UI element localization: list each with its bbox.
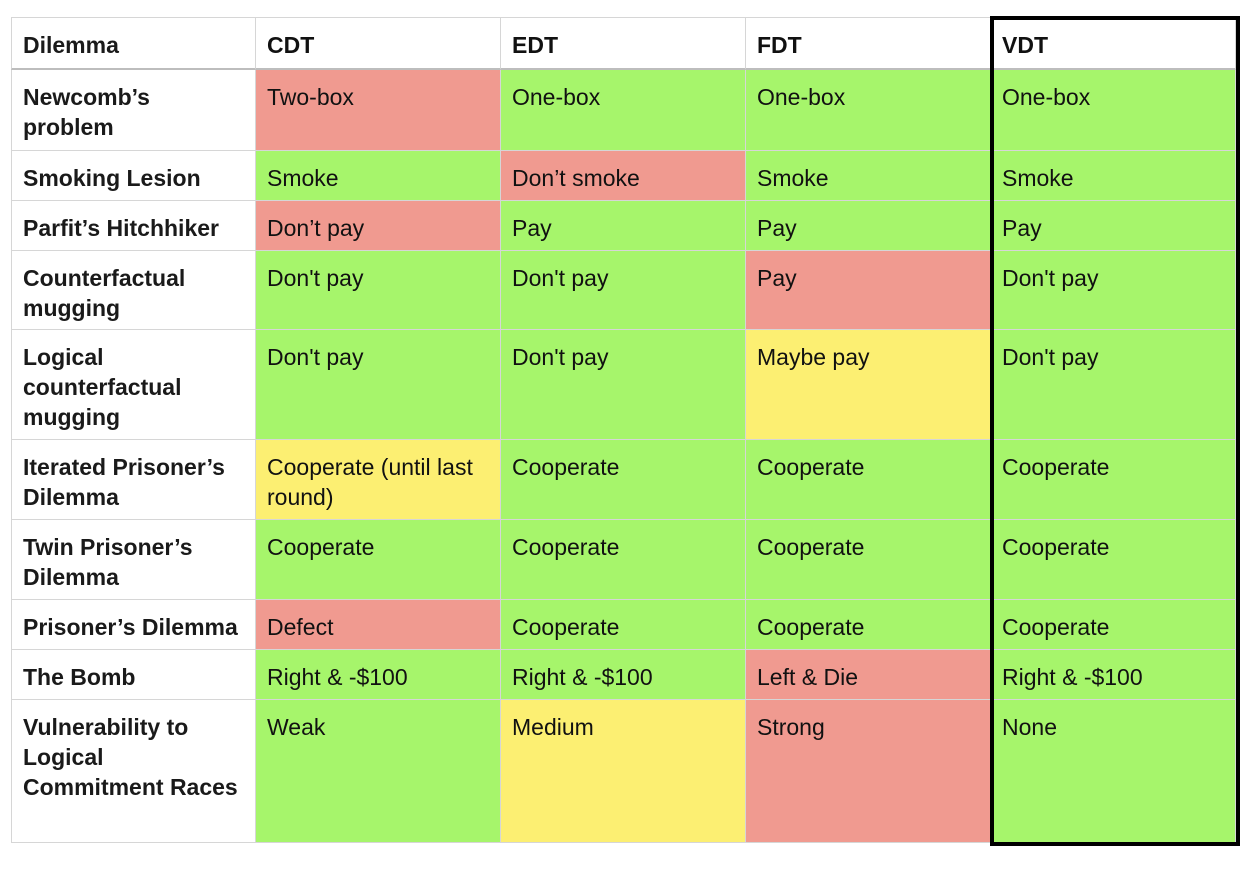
verdict-cell-fdt: Maybe pay <box>746 330 991 440</box>
verdict-cell-fdt: Smoke <box>746 151 991 201</box>
dilemma-name-cell: Logical counterfactual mugging <box>11 330 256 440</box>
verdict-cell-edt: Cooperate <box>501 440 746 520</box>
verdict-cell-cdt: Don't pay <box>256 330 501 440</box>
verdict-cell-fdt: Pay <box>746 201 991 251</box>
verdict-cell-edt: Cooperate <box>501 600 746 650</box>
verdict-cell-vdt: One-box <box>991 70 1236 151</box>
dilemma-name-cell: Vulnerability to Logical Commitment Race… <box>11 700 256 843</box>
verdict-cell-edt: Don’t smoke <box>501 151 746 201</box>
decision-theory-table: Dilemma CDT EDT FDT VDT Newcomb’s problem Two-… <box>11 17 1236 843</box>
header-cell-vdt: VDT <box>991 17 1236 70</box>
dilemma-name-cell: Smoking Lesion <box>11 151 256 201</box>
header-cell-dilemma: Dilemma <box>11 17 256 70</box>
verdict-cell-vdt: Pay <box>991 201 1236 251</box>
header-cell-cdt: CDT <box>256 17 501 70</box>
dilemma-name-cell: Iterated Prisoner’s Dilemma <box>11 440 256 520</box>
verdict-cell-vdt: Cooperate <box>991 520 1236 600</box>
verdict-cell-cdt: Defect <box>256 600 501 650</box>
verdict-cell-vdt: Don't pay <box>991 251 1236 330</box>
verdict-cell-edt: Don't pay <box>501 251 746 330</box>
verdict-cell-edt: Cooperate <box>501 520 746 600</box>
verdict-cell-vdt: Smoke <box>991 151 1236 201</box>
verdict-cell-cdt: Don't pay <box>256 251 501 330</box>
verdict-cell-edt: Pay <box>501 201 746 251</box>
header-cell-fdt: FDT <box>746 17 991 70</box>
verdict-cell-vdt: Cooperate <box>991 600 1236 650</box>
dilemma-name-cell: Twin Prisoner’s Dilemma <box>11 520 256 600</box>
verdict-cell-cdt: Smoke <box>256 151 501 201</box>
verdict-cell-vdt: Don't pay <box>991 330 1236 440</box>
verdict-cell-edt: One-box <box>501 70 746 151</box>
verdict-cell-fdt: Cooperate <box>746 440 991 520</box>
dilemma-name-cell: Newcomb’s problem <box>11 70 256 151</box>
dilemma-name-cell: Prisoner’s Dilemma <box>11 600 256 650</box>
dilemma-name-cell: Counterfactual mugging <box>11 251 256 330</box>
verdict-cell-cdt: Don’t pay <box>256 201 501 251</box>
verdict-cell-fdt: One-box <box>746 70 991 151</box>
verdict-cell-edt: Medium <box>501 700 746 843</box>
verdict-cell-vdt: Right & -$100 <box>991 650 1236 700</box>
verdict-cell-cdt: Cooperate <box>256 520 501 600</box>
verdict-cell-edt: Right & -$100 <box>501 650 746 700</box>
verdict-cell-fdt: Strong <box>746 700 991 843</box>
header-cell-edt: EDT <box>501 17 746 70</box>
verdict-cell-cdt: Right & -$100 <box>256 650 501 700</box>
dilemma-name-cell: Parfit’s Hitchhiker <box>11 201 256 251</box>
verdict-cell-cdt: Cooperate (until last round) <box>256 440 501 520</box>
verdict-cell-fdt: Pay <box>746 251 991 330</box>
dilemma-name-cell: The Bomb <box>11 650 256 700</box>
verdict-cell-fdt: Cooperate <box>746 520 991 600</box>
verdict-cell-cdt: Two-box <box>256 70 501 151</box>
verdict-cell-cdt: Weak <box>256 700 501 843</box>
verdict-cell-vdt: Cooperate <box>991 440 1236 520</box>
verdict-cell-fdt: Cooperate <box>746 600 991 650</box>
verdict-cell-edt: Don't pay <box>501 330 746 440</box>
verdict-cell-fdt: Left & Die <box>746 650 991 700</box>
verdict-cell-vdt: None <box>991 700 1236 843</box>
